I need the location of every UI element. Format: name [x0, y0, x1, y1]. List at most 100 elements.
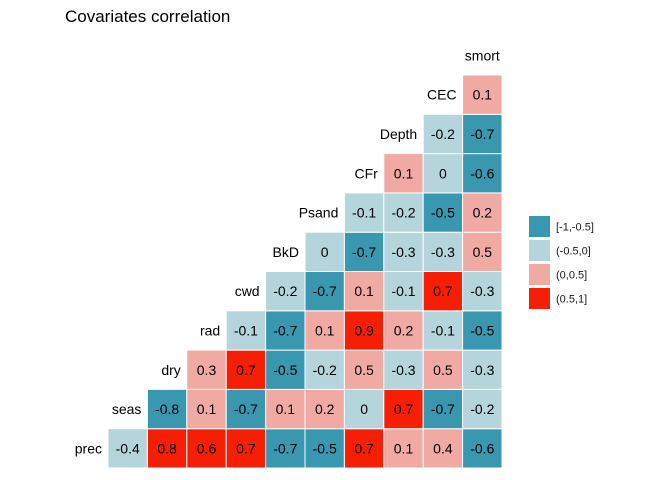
variable-label: rad: [200, 322, 220, 338]
cell-value-label: -0.1: [431, 322, 455, 338]
cell-value-label: 0.5: [354, 362, 374, 378]
heatmap-cell: [225, 428, 267, 469]
cell-value-label: -0.7: [431, 401, 455, 417]
cell-value-label: 0: [321, 244, 329, 260]
variable-label: cwd: [235, 283, 260, 299]
heatmap-cell: [383, 428, 424, 469]
cell-value-label: -0.3: [470, 283, 494, 299]
heatmap-cell: [265, 388, 306, 430]
cell-value-label: -0.1: [234, 322, 258, 338]
chart-title: Covariates correlation: [65, 7, 230, 26]
heatmap-cell: [225, 310, 267, 351]
cell-value-label: 0.1: [394, 165, 414, 181]
legend-swatch: [529, 288, 550, 309]
heatmap-cell: [186, 388, 227, 430]
variable-label: smort: [465, 47, 500, 63]
cell-value-label: -0.4: [116, 440, 140, 456]
heatmap-cell: [146, 428, 188, 469]
heatmap-cell: [225, 349, 267, 390]
cell-value-label: 0.1: [473, 87, 493, 103]
cell-value-label: -0.5: [431, 205, 455, 221]
cell-value-label: 0: [360, 401, 368, 417]
heatmap-cell: [186, 349, 227, 390]
heatmap-cell: [304, 271, 345, 312]
cell-value-label: -0.7: [273, 440, 297, 456]
cell-value-label: -0.7: [273, 322, 297, 338]
cell-value-label: -0.2: [470, 401, 494, 417]
cell-value-label: -0.6: [470, 440, 494, 456]
cell-value-label: 0.8: [157, 440, 177, 456]
heatmap-cell: [343, 310, 385, 351]
cell-value-label: 0.6: [197, 440, 217, 456]
cell-value-label: -0.2: [273, 283, 297, 299]
heatmap-cell: [304, 349, 345, 390]
variable-label: prec: [75, 440, 102, 456]
heatmap-cell: [462, 74, 503, 115]
cell-value-label: -0.7: [352, 244, 376, 260]
cell-value-label: 0.1: [276, 401, 296, 417]
cell-value-label: -0.5: [470, 322, 494, 338]
heatmap-cell: [462, 349, 503, 390]
cell-value-label: -0.5: [273, 362, 297, 378]
heatmap-cell: [462, 192, 503, 233]
legend-label: (0.5,1]: [556, 294, 587, 306]
cell-value-label: 0.1: [315, 322, 335, 338]
cell-value-label: -0.7: [234, 401, 258, 417]
cell-value-label: 0: [439, 165, 447, 181]
cell-value-label: 0.7: [394, 401, 414, 417]
cell-value-label: 0.7: [236, 362, 256, 378]
legend-swatch: [529, 264, 550, 285]
legend-label: [-1,-0.5]: [556, 222, 594, 234]
heatmap-cell: [343, 192, 385, 233]
legend-label: (-0.5,0]: [556, 246, 591, 258]
cell-value-label: -0.3: [391, 244, 415, 260]
heatmap-cell: [462, 388, 503, 430]
variable-label: Psand: [299, 205, 339, 221]
heatmap-cell: [383, 153, 424, 194]
cell-value-label: 0.2: [394, 322, 414, 338]
cell-value-label: 0.7: [236, 440, 256, 456]
cell-value-label: -0.1: [352, 205, 376, 221]
cell-value-label: -0.3: [470, 362, 494, 378]
cell-value-label: 0.1: [394, 440, 414, 456]
cell-value-label: 0.5: [473, 244, 493, 260]
heatmap-cells: [107, 74, 503, 469]
cell-value-label: 0.1: [354, 283, 374, 299]
cell-value-label: 0.1: [197, 401, 217, 417]
variable-label: Depth: [380, 126, 417, 142]
cell-value-label: -0.5: [313, 440, 337, 456]
cell-value-label: 0.2: [315, 401, 335, 417]
heatmap-cell: [422, 113, 464, 155]
legend-swatch: [529, 216, 550, 237]
cell-value-label: -0.1: [391, 283, 415, 299]
heatmap-cell: [265, 349, 306, 390]
cell-value-label: -0.7: [470, 126, 494, 142]
variable-label: CFr: [354, 165, 378, 181]
cell-value-label: -0.2: [313, 362, 337, 378]
heatmap-cell: [304, 388, 345, 430]
heatmap-cell: [422, 388, 464, 430]
variable-label: seas: [112, 401, 142, 417]
cell-value-label: -0.8: [155, 401, 179, 417]
heatmap-cell: [422, 231, 464, 272]
legend-label: (0,0.5]: [556, 270, 587, 282]
heatmap-cell: [304, 310, 345, 351]
cell-value-label: 0.4: [433, 440, 453, 456]
cell-value-label: -0.7: [313, 283, 337, 299]
heatmap-cell: [146, 388, 188, 430]
cell-value-label: -0.3: [431, 244, 455, 260]
heatmap-cell: [462, 153, 503, 194]
cell-value-label: 0.3: [197, 362, 217, 378]
heatmap-cell: [383, 192, 424, 233]
variable-label: dry: [161, 362, 180, 378]
cell-value-label: 0.9: [354, 322, 374, 338]
variable-label: CEC: [427, 87, 457, 103]
heatmap-cell: [462, 310, 503, 351]
heatmap-cell: [383, 231, 424, 272]
cell-value-label: -0.2: [431, 126, 455, 142]
heatmap-cell: [304, 231, 345, 272]
cell-value-label: -0.2: [391, 205, 415, 221]
heatmap-cell: [343, 388, 385, 430]
cell-value-label: -0.6: [470, 165, 494, 181]
